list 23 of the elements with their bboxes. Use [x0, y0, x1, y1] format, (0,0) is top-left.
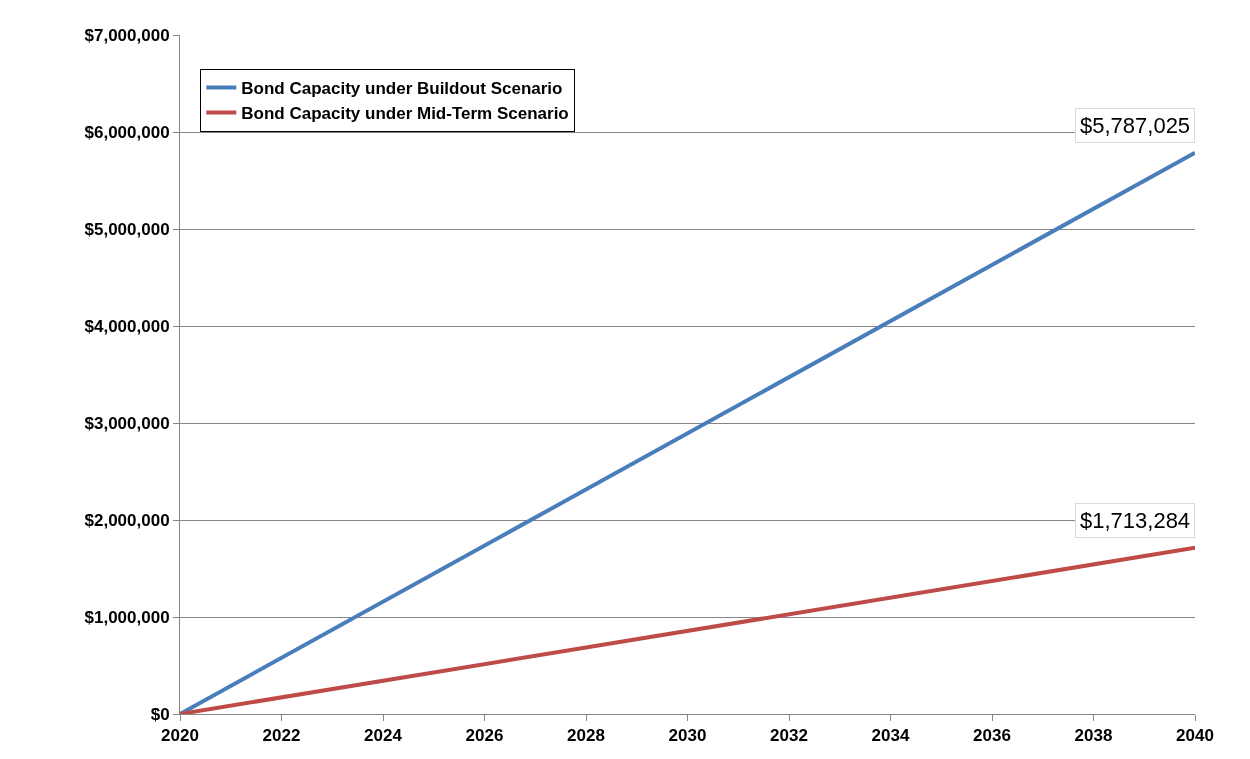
- x-tick-label: 2034: [871, 726, 910, 746]
- y-tick-label: $1,000,000: [84, 607, 170, 627]
- x-tick-label: 2038: [1074, 726, 1113, 746]
- x-tick-label: 2032: [770, 726, 808, 746]
- x-tick-label: 2022: [262, 726, 301, 746]
- x-tick-label: 2028: [567, 726, 605, 746]
- y-tick-label: $4,000,000: [84, 316, 170, 336]
- x-tick-label: 2026: [465, 726, 504, 746]
- y-tick-label: $2,000,000: [84, 510, 170, 530]
- x-tick-label: 2036: [973, 726, 1011, 746]
- y-tick-label: $0: [150, 704, 170, 724]
- y-tick-label: $6,000,000: [84, 122, 170, 142]
- x-tick-label: 2024: [364, 726, 403, 746]
- y-tick-label: $5,000,000: [84, 219, 170, 239]
- x-tick-label: 2020: [161, 726, 199, 746]
- legend-label: Bond Capacity under Buildout Scenario: [241, 79, 563, 99]
- y-tick-label: $7,000,000: [84, 25, 170, 45]
- y-tick-label: $3,000,000: [84, 413, 170, 433]
- x-tick-label: 2040: [1176, 726, 1214, 746]
- annotation: $5,787,025: [1080, 113, 1191, 138]
- annotation: $1,713,284: [1080, 508, 1191, 533]
- x-tick-label: 2030: [668, 726, 707, 746]
- legend-label: Bond Capacity under Mid-Term Scenario: [241, 104, 569, 124]
